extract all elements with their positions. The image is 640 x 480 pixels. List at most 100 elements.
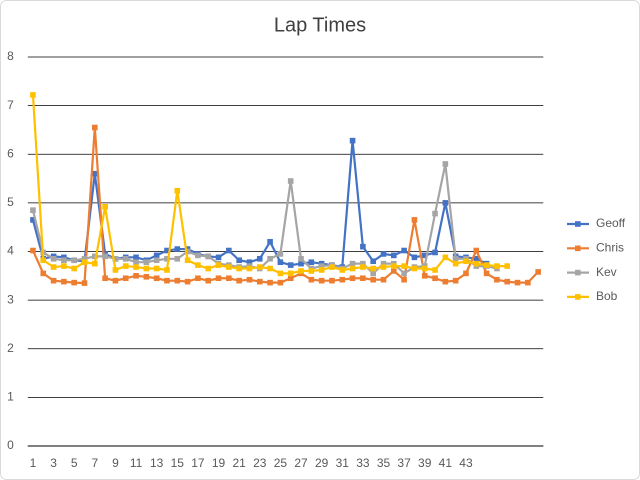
point [143, 259, 150, 265]
point [360, 260, 366, 267]
point [102, 203, 108, 210]
point [318, 267, 325, 273]
point [112, 267, 119, 273]
point [298, 260, 304, 267]
y-tick-label: 0 [7, 438, 14, 452]
point [380, 264, 387, 270]
legend-marker [575, 269, 581, 276]
point [442, 254, 449, 261]
x-tick-label: 43 [459, 456, 473, 470]
y-tick-label: 3 [7, 292, 14, 306]
point [308, 259, 315, 265]
y-tick-label: 8 [7, 49, 14, 63]
point [463, 258, 469, 265]
point [360, 275, 366, 282]
point [277, 259, 284, 265]
point [133, 254, 139, 261]
point [81, 280, 88, 286]
x-tick-label: 35 [377, 456, 391, 470]
point [153, 252, 160, 259]
point [164, 255, 170, 262]
point [133, 259, 139, 265]
point [308, 276, 315, 283]
point [143, 265, 150, 272]
point [442, 278, 449, 285]
point [452, 255, 459, 262]
point [184, 248, 191, 255]
point [349, 265, 356, 272]
point [122, 255, 129, 262]
point [473, 255, 480, 262]
point [71, 279, 77, 286]
x-tick-label: 19 [212, 456, 226, 470]
point [287, 270, 294, 277]
point [71, 265, 77, 272]
point [102, 253, 108, 260]
point [308, 268, 315, 274]
point [318, 277, 325, 284]
point [339, 276, 346, 283]
point [329, 264, 335, 270]
legend-label: Bob [596, 289, 618, 303]
point [205, 253, 212, 260]
point [236, 277, 242, 284]
point [535, 269, 541, 275]
x-tick-label: 21 [232, 456, 246, 470]
point [122, 263, 129, 269]
point [411, 217, 418, 223]
point [267, 265, 273, 272]
x-tick-label: 1 [30, 456, 37, 470]
point [81, 259, 88, 265]
x-tick-label: 31 [336, 456, 350, 470]
point [494, 276, 500, 283]
point [164, 247, 170, 254]
point [432, 249, 438, 256]
point [504, 278, 511, 285]
y-tick-label: 1 [7, 390, 14, 404]
point [133, 264, 139, 270]
series-line [31, 162, 498, 275]
x-tick-label: 15 [171, 456, 185, 470]
point [30, 207, 36, 213]
point [61, 263, 67, 269]
point [236, 265, 242, 272]
y-tick-label: 5 [7, 195, 14, 209]
x-tick-label: 39 [418, 456, 432, 470]
point [391, 263, 397, 269]
x-tick-label: 9 [112, 456, 119, 470]
point [432, 275, 438, 282]
point [215, 275, 222, 282]
point [184, 278, 191, 285]
point [339, 267, 346, 273]
x-tick-label: 23 [253, 456, 267, 470]
point [102, 275, 108, 282]
point [92, 170, 98, 177]
point [226, 264, 232, 270]
point [421, 273, 428, 279]
point [421, 265, 428, 272]
x-tick-label: 41 [439, 456, 453, 470]
point [401, 270, 407, 277]
point [473, 247, 480, 254]
point [318, 263, 325, 269]
point [195, 262, 201, 268]
point [442, 161, 449, 167]
point [236, 257, 242, 264]
point [226, 247, 232, 254]
x-tick-label: 37 [397, 456, 411, 470]
x-tick-label: 11 [130, 456, 143, 470]
point [61, 278, 67, 285]
point [463, 270, 469, 277]
point [30, 92, 36, 98]
point [267, 238, 273, 245]
point [71, 257, 77, 264]
point [50, 264, 57, 270]
point [494, 263, 500, 269]
point [401, 276, 407, 283]
point [92, 253, 98, 260]
point [256, 278, 263, 285]
point [298, 268, 304, 274]
